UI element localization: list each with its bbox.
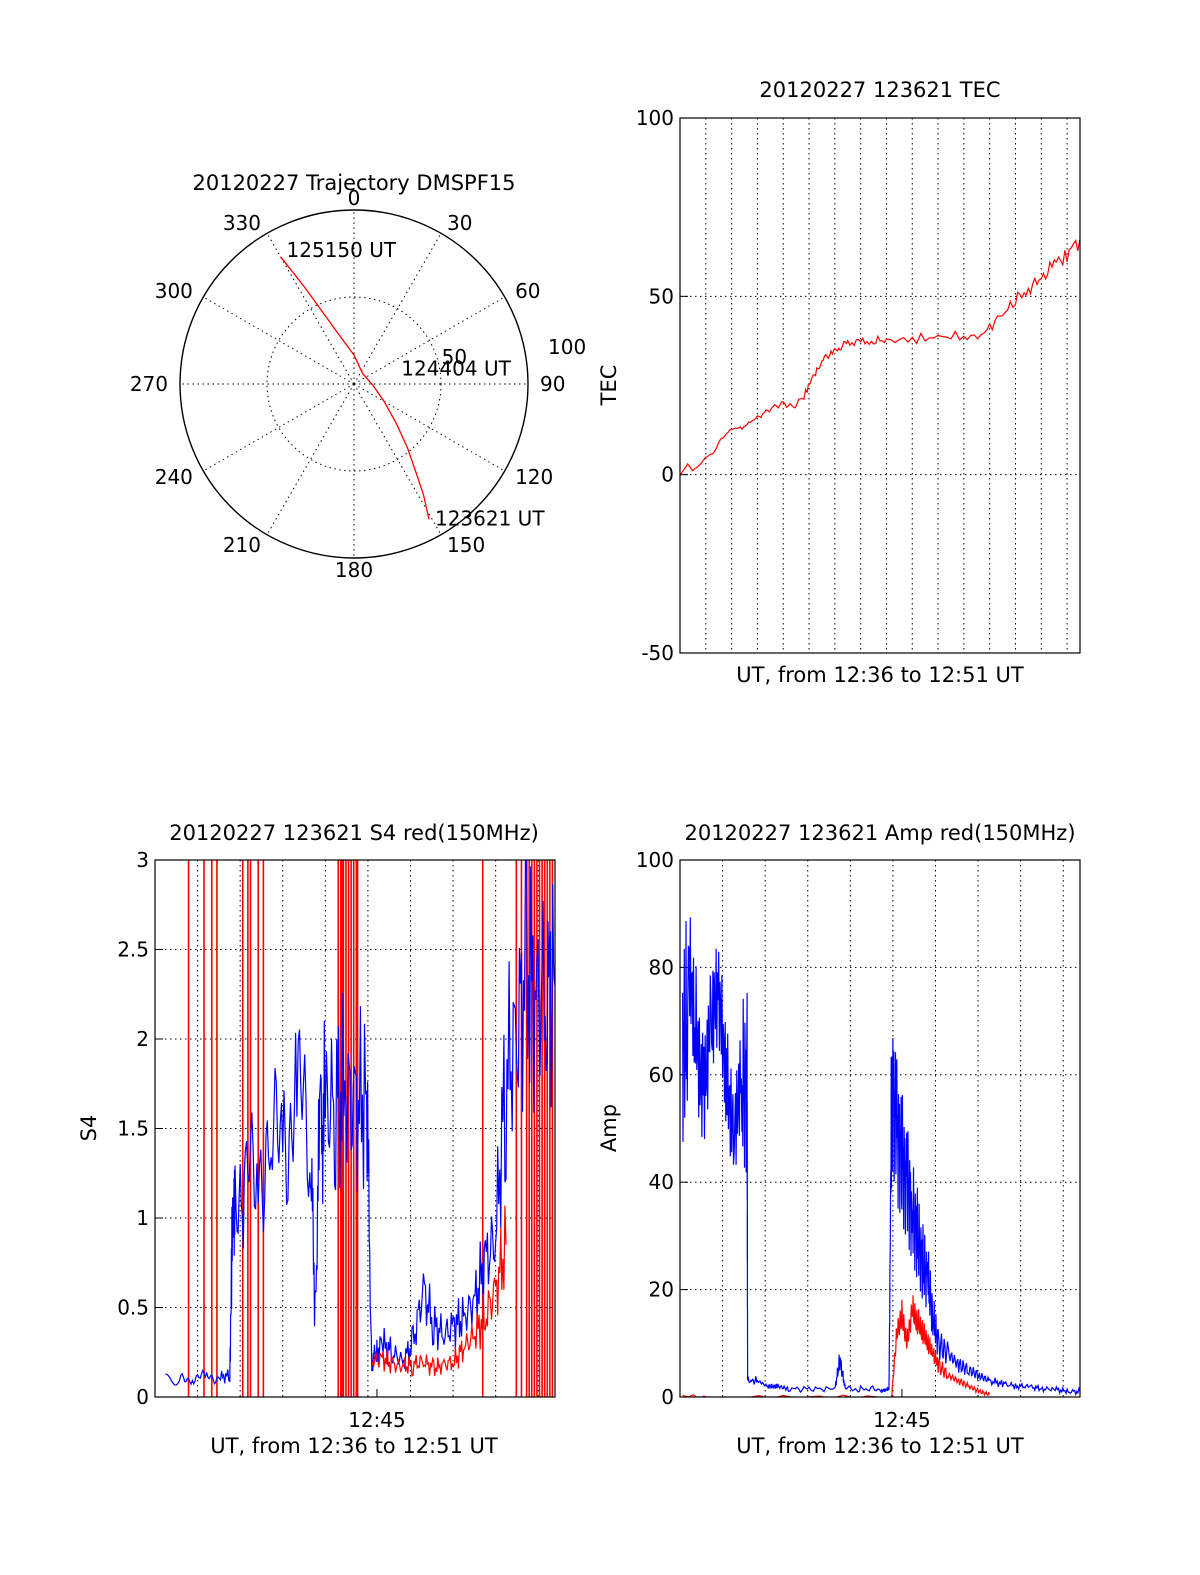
y-tick-label: 40 [649, 1170, 674, 1194]
series-line [680, 239, 1080, 476]
plot-frame [679, 117, 1081, 654]
series-line [165, 860, 555, 1386]
plot-frame [154, 859, 556, 1398]
trajectory-series: 123621 UT 124404 UT 125150 UT [279, 238, 545, 530]
polar-angle-tick-label: 30 [447, 211, 472, 235]
s4-panel: 20120227 123621 S4 red(150MHz) UT, from … [77, 821, 556, 1458]
series-line [682, 1295, 991, 1397]
amp-ylabel: Amp [597, 1104, 621, 1152]
plot-marks [680, 239, 1080, 476]
polar-angle-tick-label: 120 [515, 465, 553, 489]
polar-spoke [353, 233, 442, 385]
polar-spoke [266, 383, 355, 535]
trajectory-panel: 20120227 Trajectory DMSPF15 0 30 60 90 120 15… [130, 171, 586, 582]
y-tick-label: 0 [661, 1385, 674, 1409]
polar-angle-tick-label: 150 [447, 533, 485, 557]
series-line [371, 1205, 507, 1377]
tec-title: 20120227 123621 TEC [759, 78, 1000, 102]
y-tick-label: 2 [136, 1027, 149, 1051]
trajectory-time-label: 125150 UT [287, 238, 397, 262]
trajectory-time-label: 124404 UT [401, 357, 511, 381]
polar-grid-circle [266, 296, 442, 472]
polar-spoke [353, 383, 505, 472]
amp-plot-area: 0 20 40 60 80 100 12:45 [636, 848, 1081, 1432]
y-tick-label: 0 [661, 463, 674, 487]
polar-angle-tick-label: 330 [223, 211, 261, 235]
s4-plot-area: 0 0.5 1 1.5 2 2.5 3 12:45 [117, 848, 556, 1432]
x-tick-label: 12:45 [873, 1408, 931, 1432]
tec-panel: 20120227 123621 TEC UT, from 12:36 to 12… [597, 78, 1081, 687]
polar-angle-tick-label: 240 [155, 465, 193, 489]
s4-ylabel: S4 [77, 1115, 101, 1142]
y-tick-label: 3 [136, 848, 149, 872]
y-tick-label: 80 [649, 955, 674, 979]
s4-title: 20120227 123621 S4 red(150MHz) [169, 821, 539, 845]
polar-angle-tick-label: 300 [155, 279, 193, 303]
series-line [681, 917, 1080, 1397]
s4-xlabel: UT, from 12:36 to 12:51 UT [210, 1434, 498, 1458]
polar-spoke [203, 296, 355, 385]
tec-xlabel: UT, from 12:36 to 12:51 UT [736, 663, 1024, 687]
x-tick-label: 12:45 [348, 1408, 406, 1432]
polar-radial-tick-label: 50 [442, 345, 467, 369]
y-tick-label: 20 [649, 1278, 674, 1302]
polar-angle-tick-label: 60 [515, 279, 540, 303]
plot-marks [681, 917, 1080, 1397]
y-tick-label: 100 [636, 848, 674, 872]
trajectory-title: 20120227 Trajectory DMSPF15 [192, 171, 515, 195]
plot-marks [165, 860, 555, 1397]
polar-angle-tick-label: 90 [540, 372, 565, 396]
y-tick-label: 1.5 [117, 1117, 149, 1141]
tec-plot-area: -50 0 50 100 [636, 106, 1081, 665]
amp-panel: 20120227 123621 Amp red(150MHz) UT, from… [597, 821, 1081, 1458]
y-tick-label: 60 [649, 1063, 674, 1087]
y-tick-label: 50 [649, 284, 674, 308]
y-tick-label: -50 [641, 641, 674, 665]
amp-xlabel: UT, from 12:36 to 12:51 UT [736, 1434, 1024, 1458]
polar-outer-circle [179, 209, 529, 559]
y-tick-label: 0 [136, 1385, 149, 1409]
polar-grid: 0 30 60 90 120 150 180 210 240 270 300 330 50 100 [130, 186, 586, 582]
polar-radial-tick-label: 100 [548, 335, 586, 359]
polar-spoke [203, 383, 355, 472]
polar-angle-tick-label: 0 [348, 186, 361, 210]
polar-spoke [353, 296, 505, 385]
amp-title: 20120227 123621 Amp red(150MHz) [684, 821, 1075, 845]
polar-angle-tick-label: 210 [223, 533, 261, 557]
y-tick-label: 100 [636, 106, 674, 130]
polar-angle-tick-label: 180 [335, 558, 373, 582]
trajectory-line [279, 256, 430, 520]
y-tick-label: 2.5 [117, 938, 149, 962]
plot-frame [679, 859, 1081, 1398]
y-tick-label: 0.5 [117, 1296, 149, 1320]
polar-angle-tick-label: 270 [130, 372, 168, 396]
tec-ylabel: TEC [597, 365, 621, 407]
trajectory-time-label: 123621 UT [435, 506, 545, 530]
y-tick-label: 1 [136, 1206, 149, 1230]
